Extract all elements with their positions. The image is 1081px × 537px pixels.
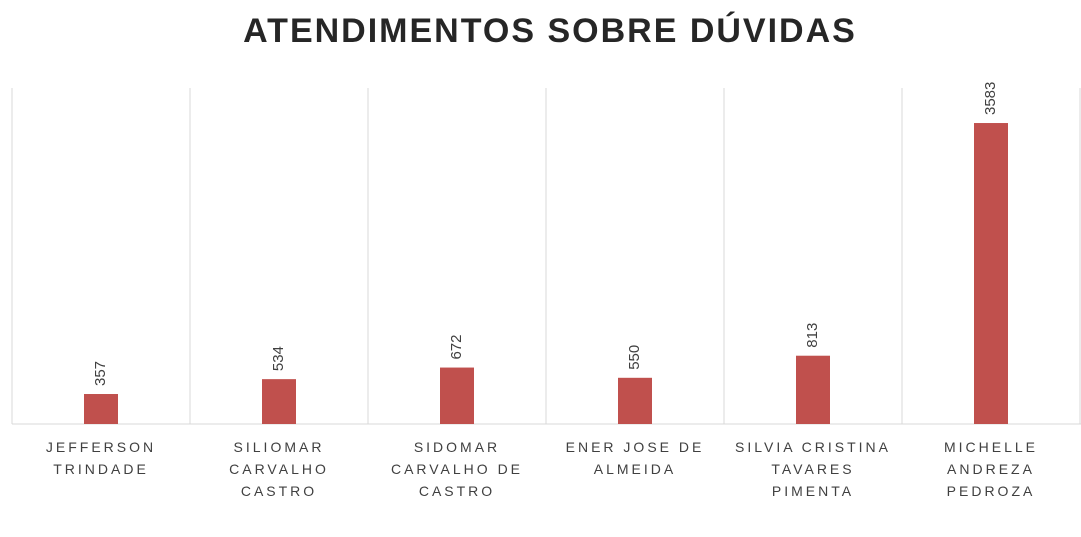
data-label: 813 <box>804 323 821 348</box>
x-tick-label: SILIOMAR CARVALHO CASTRO <box>229 439 329 499</box>
bar <box>262 379 296 424</box>
bar <box>440 367 474 424</box>
bar <box>84 394 118 424</box>
x-tick-label: ENER JOSE DE ALMEIDA <box>565 439 705 477</box>
bar <box>618 377 652 424</box>
x-tick-label: SILVIA CRISTINA TAVARES PIMENTA <box>735 439 891 499</box>
bar <box>796 355 830 424</box>
data-label: 357 <box>92 361 109 386</box>
chart-title: ATENDIMENTOS SOBRE DÚVIDAS <box>243 12 857 50</box>
x-tick-label: SIDOMAR CARVALHO DE CASTRO <box>390 439 524 499</box>
x-tick-label: MICHELLE ANDREZA PEDROZA <box>943 439 1039 499</box>
bar <box>974 123 1008 424</box>
data-label: 672 <box>448 335 465 360</box>
data-label: 3583 <box>982 82 999 115</box>
data-label: 534 <box>270 346 287 371</box>
x-tick-label: JEFFERSON TRINDADE <box>45 439 157 477</box>
data-label: 550 <box>626 345 643 370</box>
